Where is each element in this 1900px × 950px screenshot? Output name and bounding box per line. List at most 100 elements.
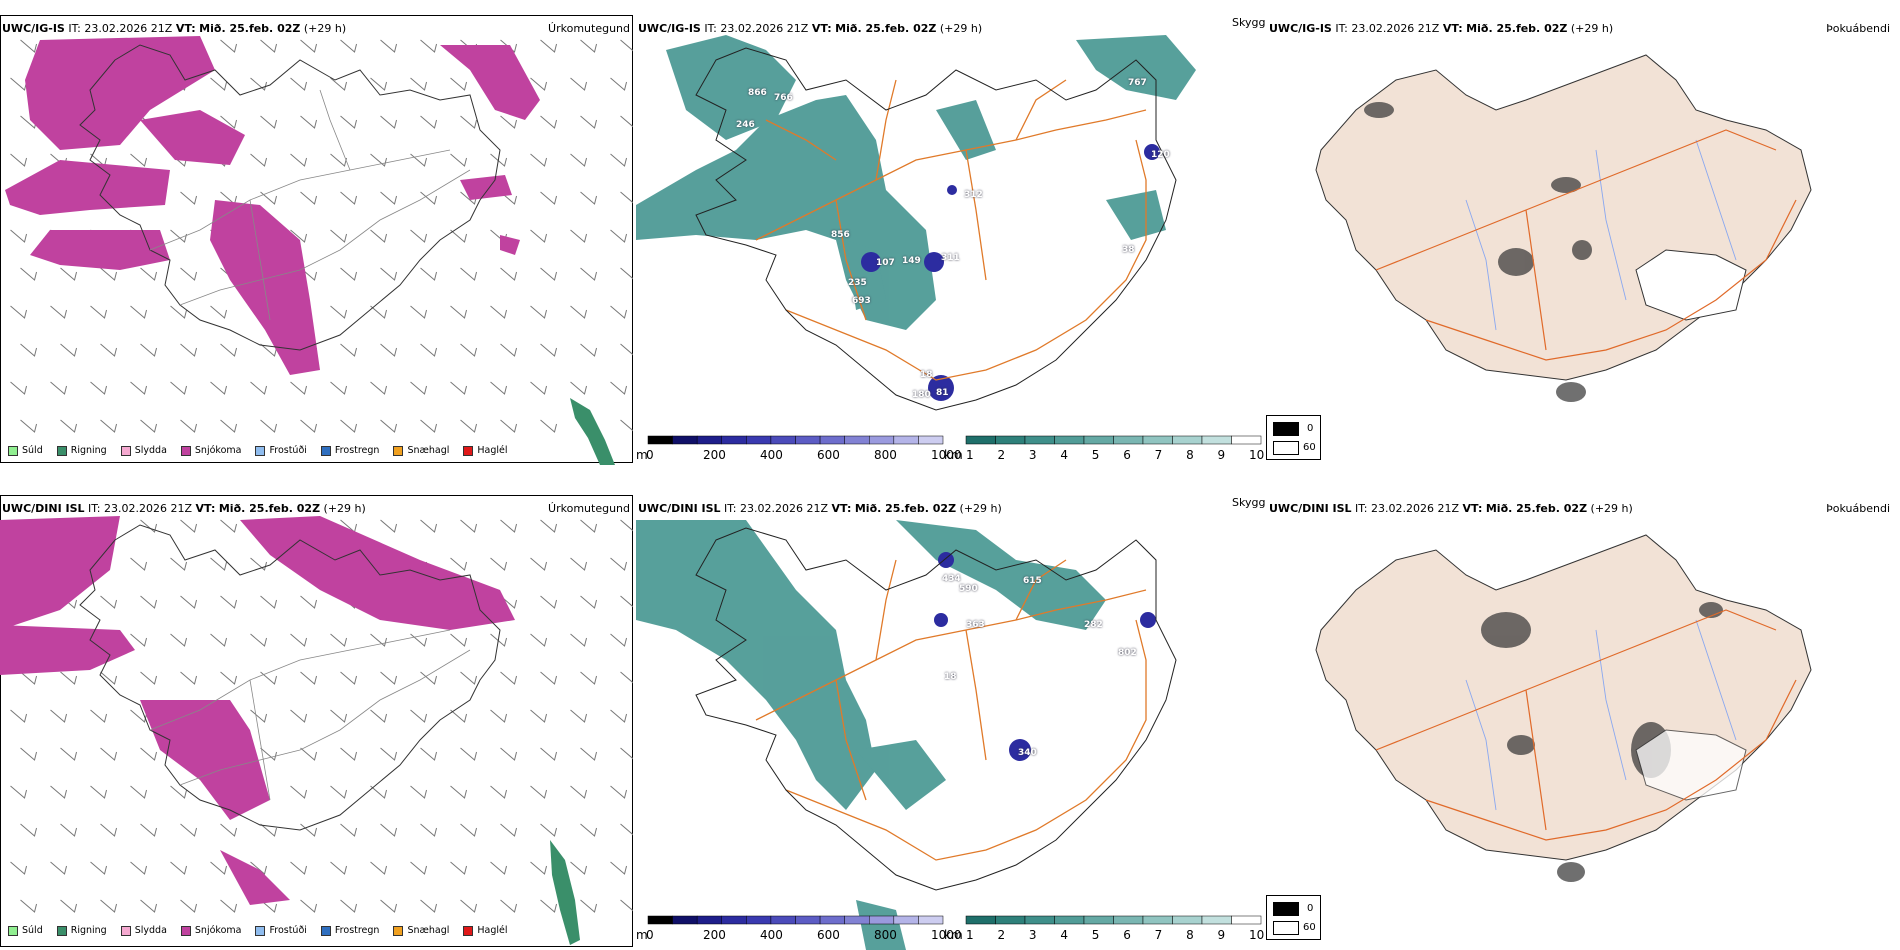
vt-label: VT: <box>1462 502 1483 515</box>
glacier <box>1635 249 1747 321</box>
cloud-base-label: 18 <box>944 672 957 682</box>
wind-barb <box>130 785 148 799</box>
wind-barb <box>180 823 198 837</box>
wind-barb <box>540 343 558 357</box>
wind-barb <box>260 671 278 685</box>
wind-barb <box>180 419 198 433</box>
precip-legend: Súld Rigning Slydda Snjókoma Frostúði Frostre… <box>8 445 522 456</box>
wind-barb <box>500 343 518 357</box>
cloud-base-label: 120 <box>1151 150 1170 160</box>
wind-barb <box>460 823 478 837</box>
precip-legend: Súld Rigning Slydda Snjókoma Frostúði Frostre… <box>8 925 522 936</box>
colorbar-cell <box>869 915 895 925</box>
legend-swatch <box>255 925 266 936</box>
legend-swatch <box>120 445 131 456</box>
cloud-base-label: 81 <box>936 388 949 398</box>
roads <box>149 629 471 801</box>
cloud-base-label: 235 <box>848 278 867 288</box>
wind-barb <box>260 39 278 53</box>
wind-barb <box>370 381 388 395</box>
wind-barb <box>180 267 198 281</box>
fog-high-label: 60 <box>1303 442 1316 453</box>
wind-barb <box>10 861 28 875</box>
wind-barb <box>100 823 118 837</box>
wind-barb <box>300 419 318 433</box>
wind-barb <box>290 153 308 167</box>
colorbar-tick: 7 <box>1154 448 1163 462</box>
wind-barb <box>50 709 68 723</box>
colorbar-cell <box>1142 915 1173 925</box>
wind-barb <box>500 39 518 53</box>
vt-value: Mið. 25.feb. 02Z <box>835 22 937 35</box>
wind-barb <box>420 39 438 53</box>
cloud-base-label: 802 <box>1118 648 1137 658</box>
legend-label: Snjókoma <box>194 925 242 936</box>
panel-header: UWC/IG-IS IT: 23.02.2026 21Z VT: Mið. 25… <box>1269 22 1613 35</box>
wind-barb <box>380 899 398 913</box>
fog-panel-top: UWC/IG-IS IT: 23.02.2026 21Z VT: Mið. 25… <box>1266 0 1900 470</box>
wind-barb <box>300 671 318 685</box>
fog-map <box>1315 534 1812 882</box>
colorbar-tick: 200 <box>703 928 726 942</box>
vt-value: Mið. 25.feb. 02Z <box>218 502 321 515</box>
wind-barb <box>370 153 388 167</box>
wind-barb <box>450 153 468 167</box>
wind-barb <box>370 633 388 647</box>
legend-item: Snæhagl <box>393 445 449 456</box>
wind-barb <box>340 747 358 761</box>
wind-barb <box>290 633 308 647</box>
vt-value: Mið. 25.feb. 02Z <box>854 502 957 515</box>
wind-barb <box>610 633 628 647</box>
coastline <box>695 527 1177 891</box>
wind-barb <box>540 823 558 837</box>
fog-swatch-low <box>1273 902 1299 916</box>
cloud-base-label: 866 <box>748 88 767 98</box>
vt-label: VT: <box>831 502 852 515</box>
wind-barb <box>410 305 428 319</box>
wind-barb <box>340 899 358 913</box>
panel-header: UWC/IG-IS IT: 23.02.2026 21Z VT: Mið. 25… <box>2 22 346 35</box>
colorbar-cell <box>893 915 919 925</box>
wind-barb <box>570 229 588 243</box>
wind-barb <box>140 519 158 533</box>
wind-barb <box>370 229 388 243</box>
legend-label: Slydda <box>134 445 167 456</box>
wind-barb <box>570 709 588 723</box>
wind-barb <box>540 519 558 533</box>
roads <box>1375 609 1797 841</box>
wind-barb <box>20 899 38 913</box>
wind-barb <box>140 595 158 609</box>
legend-swatch <box>56 925 67 936</box>
precip-title: Úrkomutegund <box>548 502 630 515</box>
colorbar-tick: 7 <box>1154 928 1163 942</box>
wind-barb <box>490 381 508 395</box>
wind-barb <box>210 861 228 875</box>
model-name: UWC/DINI ISL <box>1269 502 1352 515</box>
colorbar-tick: 2 <box>997 448 1006 462</box>
wind-barb <box>610 229 628 243</box>
fog-legend-box: 0 60 <box>1266 415 1321 460</box>
legend-swatch <box>463 445 474 456</box>
it-value: 23.02.2026 21Z <box>84 22 173 35</box>
rain-area <box>550 840 580 945</box>
it-value: 23.02.2026 21Z <box>1371 502 1460 515</box>
wind-barb <box>540 747 558 761</box>
wind-barb <box>170 785 188 799</box>
wind-barb <box>340 419 358 433</box>
colorbar-tick: 10 <box>1249 928 1265 942</box>
wind-barb <box>330 709 348 723</box>
lead-time: (+29 h) <box>323 502 366 515</box>
it-value: 23.02.2026 21Z <box>104 502 193 515</box>
it-label: IT: <box>88 502 101 515</box>
fog-low-label: 0 <box>1307 423 1314 434</box>
rivers <box>1465 139 1737 331</box>
wind-barb <box>300 191 318 205</box>
colorbar-tick: 4 <box>1060 928 1068 942</box>
colorbar-tick: 400 <box>760 928 783 942</box>
wind-barb <box>260 343 278 357</box>
cloud-colorbar <box>647 435 944 445</box>
wind-barb <box>100 747 118 761</box>
colorbar-cell <box>746 915 772 925</box>
wind-barb <box>620 747 633 760</box>
wind-barb <box>330 381 348 395</box>
